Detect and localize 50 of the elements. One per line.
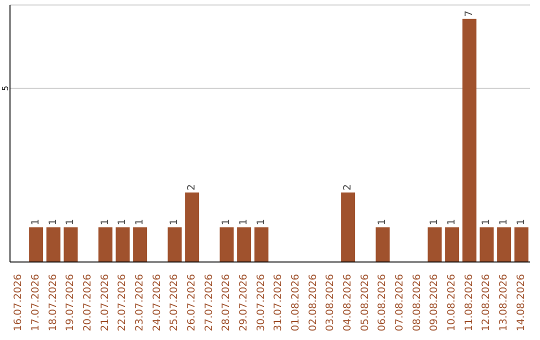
data-label: 1 bbox=[65, 218, 76, 226]
x-tick-label: 11.08.2026 bbox=[464, 274, 475, 332]
y-tick-label: 5 bbox=[1, 86, 10, 91]
x-tick-label: 07.08.2026 bbox=[394, 274, 406, 332]
data-label: 1 bbox=[238, 218, 250, 226]
x-tick-label: 01.08.2026 bbox=[290, 274, 302, 332]
data-label: 2 bbox=[342, 184, 354, 191]
data-label: 1 bbox=[48, 218, 59, 226]
x-tick-label: 18.07.2026 bbox=[48, 274, 59, 332]
data-label: 1 bbox=[169, 218, 180, 226]
data-label: 1 bbox=[377, 218, 388, 226]
x-tick-label: 04.08.2026 bbox=[342, 274, 354, 332]
x-tick-label: 24.07.2026 bbox=[152, 274, 163, 332]
x-tick-label: 29.07.2026 bbox=[238, 274, 250, 332]
data-label: 1 bbox=[134, 218, 146, 226]
x-tick-label: 31.07.2026 bbox=[273, 274, 284, 332]
x-tick-label: 27.07.2026 bbox=[204, 274, 215, 332]
x-tick-label: 25.07.2026 bbox=[169, 274, 180, 332]
data-label: 7 bbox=[464, 10, 475, 17]
data-label: 1 bbox=[30, 218, 42, 226]
data-label: 1 bbox=[516, 218, 527, 226]
x-tick-label: 13.08.2026 bbox=[498, 274, 510, 332]
x-tick-label: 21.07.2026 bbox=[100, 274, 111, 332]
data-label: 1 bbox=[221, 218, 232, 226]
x-tick-label: 08.08.2026 bbox=[412, 274, 423, 332]
data-label: 1 bbox=[100, 218, 111, 226]
x-tick-label: 17.07.2026 bbox=[30, 274, 42, 332]
data-label: 1 bbox=[481, 218, 492, 226]
data-label: 1 bbox=[256, 218, 267, 226]
x-tick-label: 02.08.2026 bbox=[308, 274, 319, 332]
x-tick-label: 30.07.2026 bbox=[256, 274, 267, 332]
x-tick-label: 05.08.2026 bbox=[360, 274, 371, 332]
x-tick-label: 03.08.2026 bbox=[325, 274, 336, 332]
x-tick-label: 09.08.2026 bbox=[429, 274, 440, 332]
x-tick-label: 10.08.2026 bbox=[446, 274, 458, 332]
x-tick-label: 06.08.2026 bbox=[377, 274, 388, 332]
x-tick-label: 26.07.2026 bbox=[186, 274, 198, 332]
x-tick-label: 19.07.2026 bbox=[65, 274, 76, 332]
x-tick-label: 20.07.2026 bbox=[82, 274, 94, 332]
data-label: 2 bbox=[186, 184, 198, 191]
x-tick-label: 22.07.2026 bbox=[117, 274, 128, 332]
x-tick-label: 16.07.2026 bbox=[13, 274, 24, 332]
data-label: 1 bbox=[429, 218, 440, 226]
x-tick-label: 28.07.2026 bbox=[221, 274, 232, 332]
x-tick-label: 23.07.2026 bbox=[134, 274, 146, 332]
data-label: 1 bbox=[498, 218, 510, 226]
data-label: 1 bbox=[117, 218, 128, 226]
x-tick-label: 12.08.2026 bbox=[481, 274, 492, 332]
data-label: 1 bbox=[446, 218, 458, 226]
x-tick-label: 14.08.2026 bbox=[516, 274, 527, 332]
